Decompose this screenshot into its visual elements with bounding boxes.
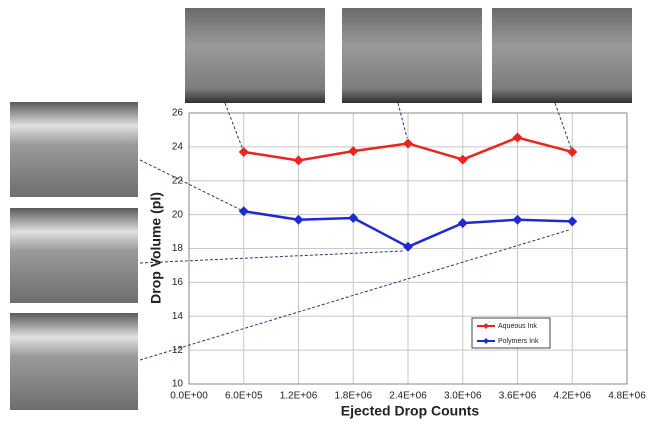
- photos: [10, 8, 632, 410]
- marker: [293, 155, 304, 166]
- arrow: [139, 159, 242, 211]
- x-tick-label: 2.4E+06: [389, 391, 427, 402]
- plot: 10 12 14 16 18 20 22 24 26 0.0E+00 6.0E+05 1.2E+06 1…: [170, 108, 646, 402]
- legend-marker: [483, 338, 489, 344]
- x-tick-label: 3.6E+06: [499, 391, 537, 402]
- x-tick-label: 4.8E+06: [608, 391, 646, 402]
- legend-label: Polymers Ink: [498, 338, 539, 345]
- marker: [512, 132, 523, 143]
- photo: [492, 8, 632, 103]
- y-tick-label: 14: [172, 311, 184, 322]
- marker: [567, 146, 578, 157]
- photo: [10, 313, 138, 410]
- y-tick-label: 24: [172, 142, 184, 153]
- photo: [342, 8, 482, 103]
- photo: [10, 102, 138, 197]
- marker: [567, 216, 578, 227]
- marker: [348, 213, 359, 224]
- arrows: [139, 102, 572, 361]
- x-tick-label: 0.0E+00: [170, 391, 208, 402]
- marker: [512, 214, 523, 225]
- arrow: [554, 102, 572, 149]
- x-tick-label: 4.2E+06: [553, 391, 591, 402]
- marker: [403, 241, 413, 252]
- y-tick-label: 26: [172, 108, 184, 119]
- arrow: [224, 102, 244, 151]
- marker: [457, 218, 468, 229]
- photo: [10, 208, 138, 303]
- legend-marker: [483, 323, 489, 329]
- x-tick-label: 3.0E+06: [444, 391, 482, 402]
- y-tick-label: 20: [172, 209, 184, 220]
- arrow: [139, 250, 404, 264]
- x-tick-label: 1.8E+06: [334, 391, 372, 402]
- x-tick-label: 6.0E+05: [225, 391, 263, 402]
- y-tick-label: 10: [172, 379, 184, 390]
- marker: [348, 146, 359, 157]
- marker: [293, 214, 304, 225]
- x-axis-title: Ejected Drop Counts: [341, 403, 480, 419]
- plot-frame: [188, 112, 628, 385]
- y-tick-label: 16: [172, 277, 184, 288]
- arrow: [397, 102, 408, 139]
- marker: [403, 138, 413, 149]
- y-tick-label: 12: [172, 345, 184, 356]
- y-axis-title: Drop Volume (pl): [148, 192, 164, 304]
- photo: [185, 8, 325, 103]
- marker: [457, 154, 468, 165]
- x-tick-label: 1.2E+06: [280, 391, 318, 402]
- y-tick-label: 18: [172, 243, 184, 254]
- marker: [238, 146, 249, 157]
- legend-label: Aqueous Ink: [498, 323, 537, 330]
- y-tick-label: 22: [172, 175, 184, 186]
- marker: [238, 206, 249, 217]
